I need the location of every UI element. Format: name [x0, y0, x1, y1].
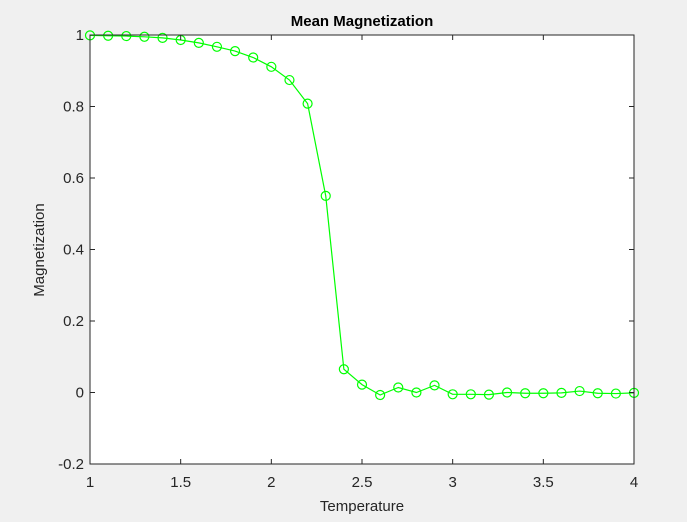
x-tick-label: 3: [448, 474, 456, 491]
x-tick-label: 2: [267, 474, 275, 491]
x-tick-label: 2.5: [352, 474, 373, 491]
data-point: [465, 389, 476, 400]
y-axis-ticks: -0.2 0 0.2 0.4 0.6 0.8 1: [58, 27, 634, 473]
data-point: [338, 364, 349, 375]
x-tick-label: 3.5: [533, 474, 554, 491]
x-tick-label: 1.5: [170, 474, 191, 491]
data-point: [447, 389, 458, 400]
data-point: [483, 389, 495, 400]
data-point: [103, 30, 114, 41]
x-tick-label: 1: [86, 474, 94, 491]
y-axis-label: Magnetization: [31, 203, 48, 296]
data-point: [356, 379, 368, 390]
y-tick-label: 0.8: [63, 99, 84, 116]
data-point: [229, 45, 241, 57]
y-tick-label: 1: [76, 27, 84, 44]
y-tick-label: 0.2: [63, 313, 84, 330]
data-point: [411, 387, 422, 398]
data-point: [393, 382, 404, 393]
data-point: [302, 98, 313, 109]
data-point: [592, 388, 603, 399]
y-tick-label: -0.2: [58, 456, 84, 473]
data-point: [121, 30, 132, 42]
chart-title: Mean Magnetization: [291, 13, 434, 30]
axes-box: [89, 34, 635, 465]
y-tick-label: 0.4: [63, 242, 84, 259]
y-tick-label: 0: [76, 385, 84, 402]
data-point: [266, 61, 277, 72]
data-point: [284, 74, 295, 86]
data-point: [320, 190, 331, 201]
data-point: [193, 37, 204, 48]
data-point: [139, 31, 150, 42]
plot-area: [90, 35, 634, 464]
data-point: [429, 380, 440, 391]
data-point: [501, 387, 513, 398]
data-point: [157, 32, 168, 43]
data-point: [538, 388, 549, 399]
data-point: [375, 389, 386, 401]
data-point: [520, 388, 531, 399]
x-axis-ticks: 1 1.5 2 2.5 3 3.5 4: [86, 35, 638, 491]
x-axis-label: Temperature: [320, 498, 404, 515]
data-point: [248, 52, 259, 63]
x-tick-label: 4: [630, 474, 638, 491]
y-tick-label: 0.6: [63, 170, 84, 187]
data-point: [556, 387, 567, 398]
data-point: [574, 385, 585, 397]
data-point: [211, 41, 223, 52]
data-point: [610, 388, 621, 399]
